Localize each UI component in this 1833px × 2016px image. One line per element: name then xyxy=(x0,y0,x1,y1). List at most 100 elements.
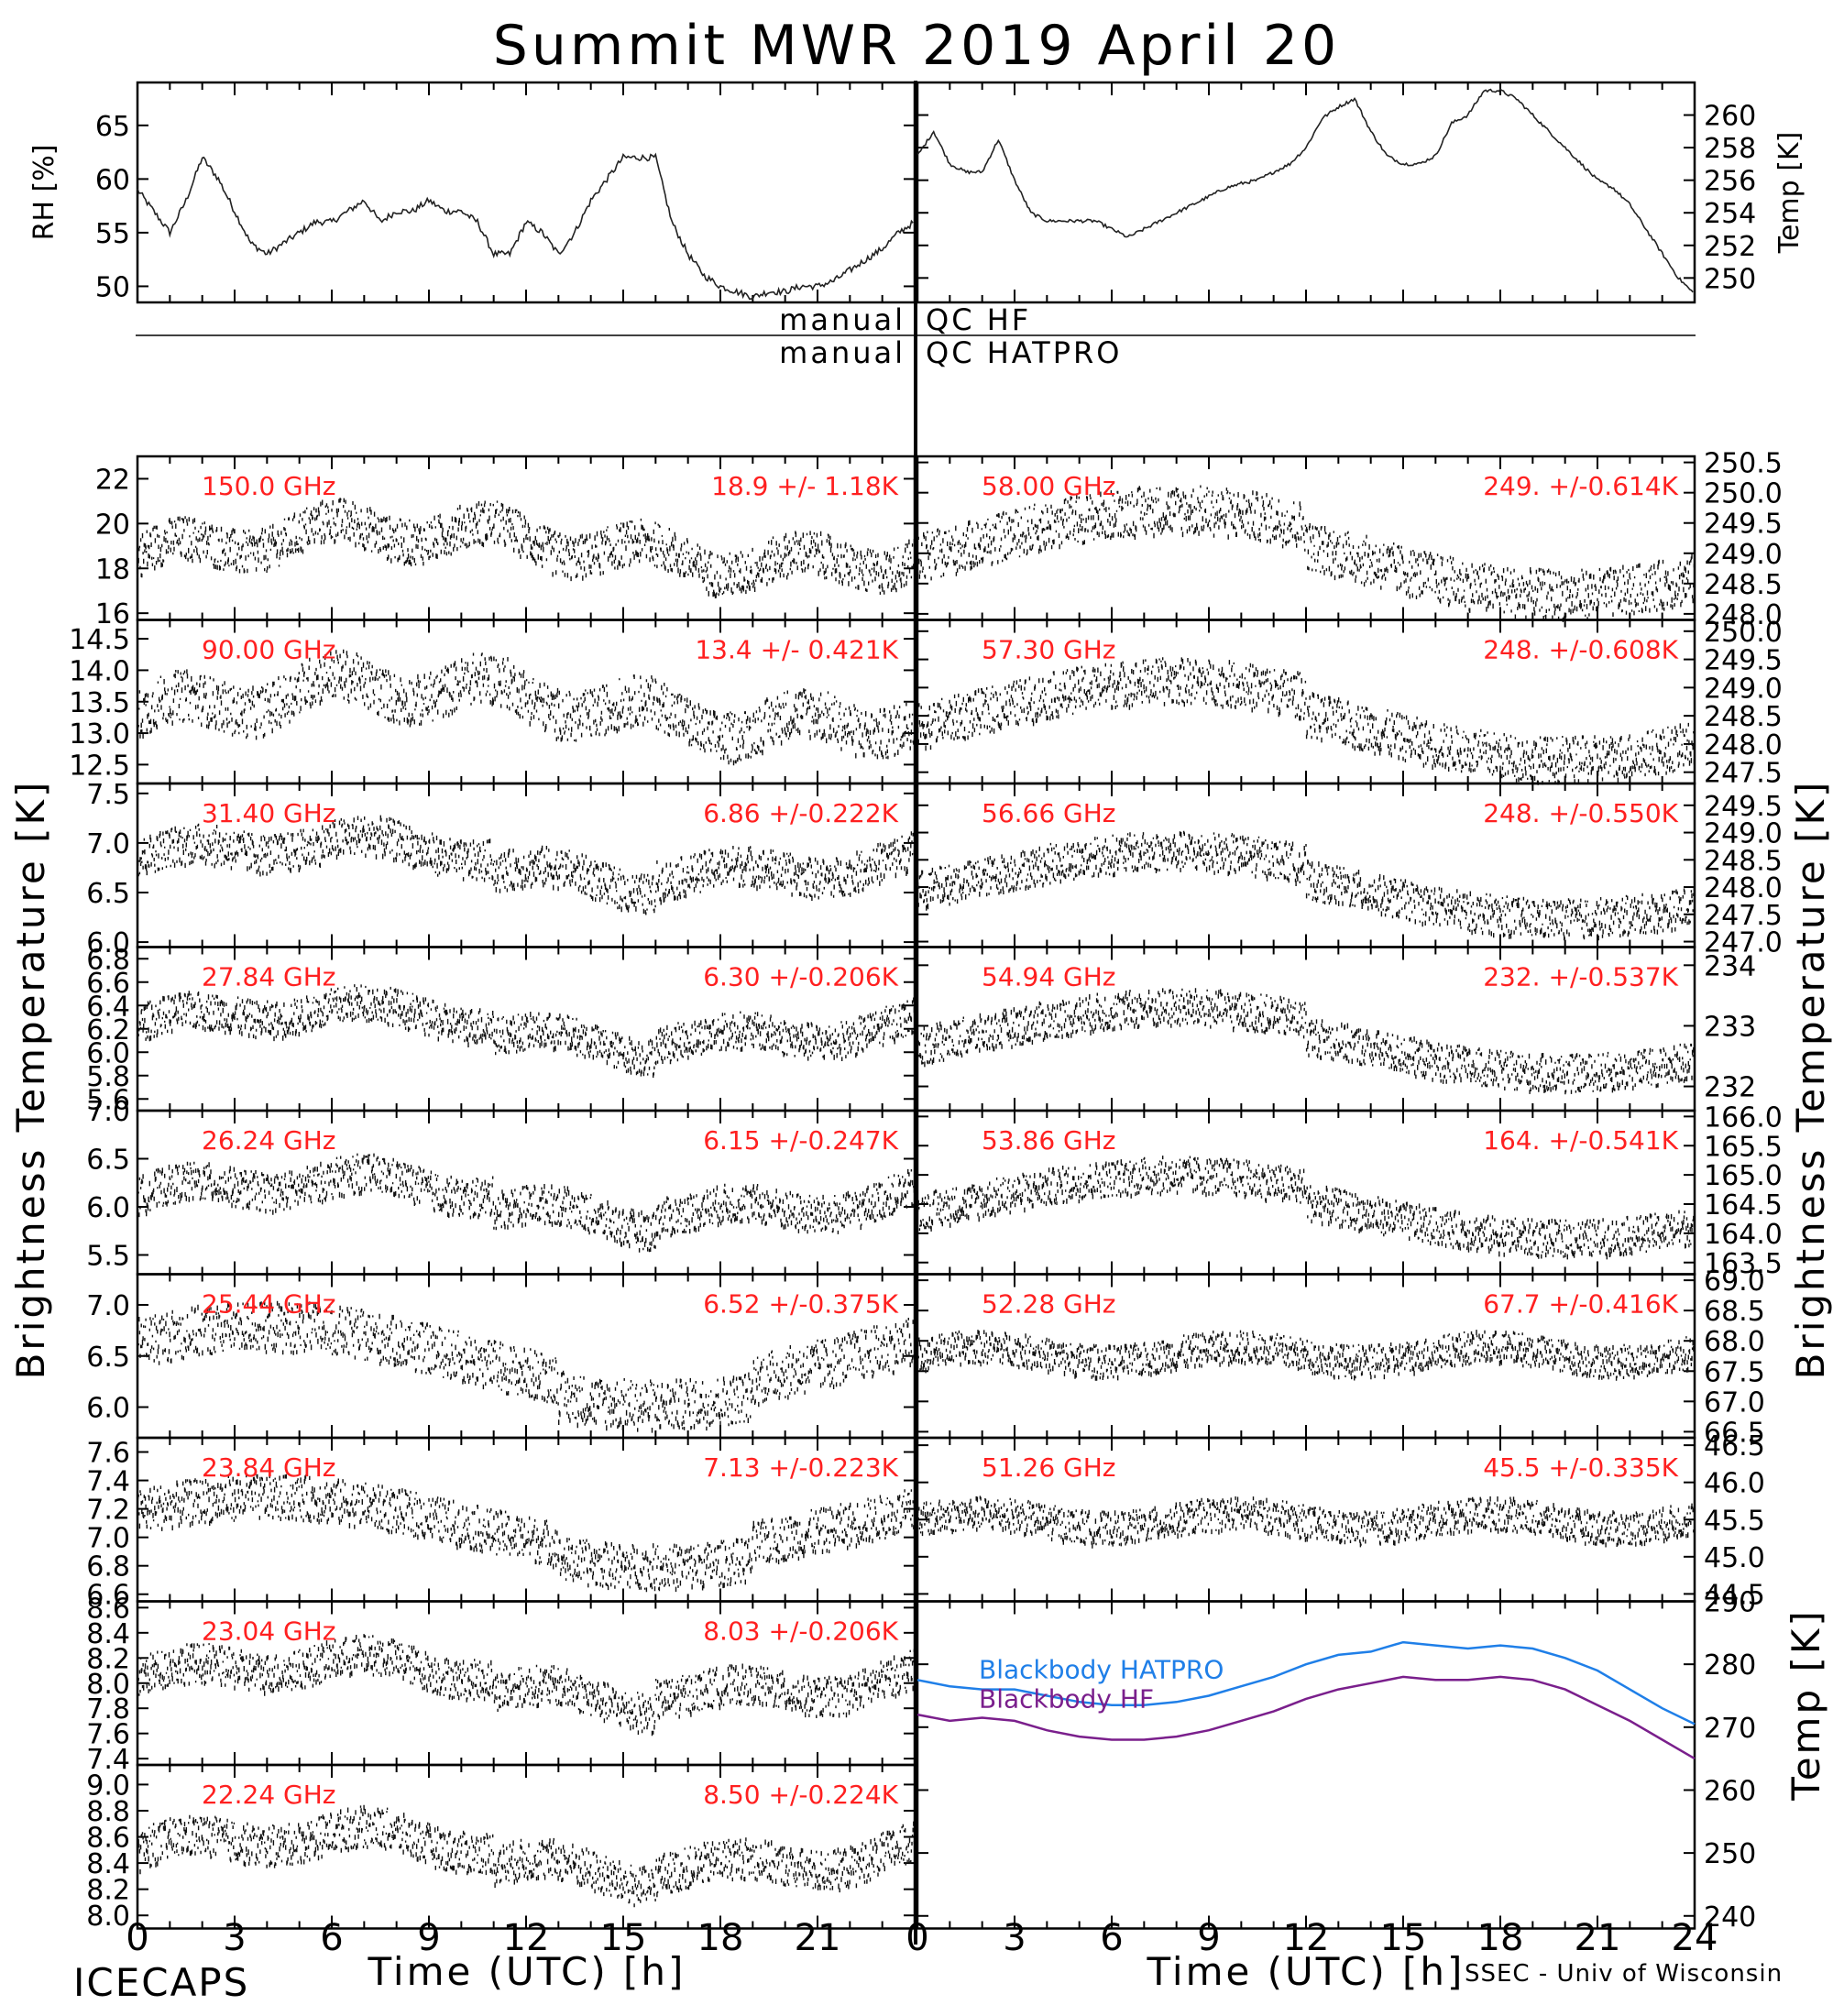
channel-panel-right-4: 232 233 234 54.94 GHz 232. +/-0.537K xyxy=(916,946,1756,1112)
footer-ssec: SSEC - Univ of Wisconsin xyxy=(1465,1960,1783,1988)
channel-panel-right-2-ytick-label: 250.0 xyxy=(1704,617,1783,649)
channel-panel-left-6-points xyxy=(137,1299,916,1433)
channel-panel-left-2-ytick-label: 14.0 xyxy=(69,655,130,687)
channel-panel-left-4-freq-label: 27.84 GHz xyxy=(202,962,336,992)
qc-label-hatpro: QC HATPRO xyxy=(926,335,1122,370)
channel-panel-left-9-ytick-label: 8.4 xyxy=(86,1848,130,1880)
met-temp-panel-ytick-label: 254 xyxy=(1704,198,1756,230)
channel-panel-left-5-stat-label: 6.15 +/-0.247K xyxy=(703,1125,898,1156)
legend-entry-1: Blackbody HF xyxy=(979,1684,1154,1715)
channel-panel-left-9-freq-label: 22.24 GHz xyxy=(202,1780,336,1810)
channel-panel-right-2-points xyxy=(916,657,1696,785)
x-tick-label-right: 24 xyxy=(1672,1917,1718,1959)
x-tick-label-right: 15 xyxy=(1380,1917,1427,1959)
channel-panel-left-7-ytick-label: 6.8 xyxy=(86,1551,130,1583)
channel-panel-right-2-ytick-label: 248.0 xyxy=(1704,729,1783,761)
channel-panel-left-6: 6.0 6.5 7.0 25.44 GHz 6.52 +/-0.375K xyxy=(86,1273,916,1440)
channel-panel-left-7-ytick-label: 7.0 xyxy=(86,1523,130,1555)
channel-panel-right-2-ytick-label: 249.5 xyxy=(1704,645,1783,677)
channel-panel-right-3-ytick-label: 249.5 xyxy=(1704,791,1783,823)
channel-panel-right-6-ytick-label: 68.0 xyxy=(1704,1326,1765,1358)
channel-panel-right-2-ytick-label: 247.5 xyxy=(1704,758,1783,790)
channel-panel-left-9-ytick-label: 8.6 xyxy=(86,1823,130,1855)
channel-panel-left-2-ytick-label: 13.0 xyxy=(69,718,130,751)
channel-panel-right-1-points xyxy=(916,485,1696,622)
channel-panel-left-8-ytick-label: 7.6 xyxy=(86,1719,130,1751)
channel-panel-left-1-stat-label: 18.9 +/- 1.18K xyxy=(711,471,898,501)
met-temp-panel-ytick-label: 256 xyxy=(1704,166,1756,198)
met-temp-panel-frame xyxy=(916,81,1696,304)
channel-panel-left-5-points xyxy=(137,1153,916,1253)
channel-panel-left-8-stat-label: 8.03 +/-0.206K xyxy=(703,1616,898,1647)
channel-panel-right-2-ytick-label: 248.5 xyxy=(1704,701,1783,733)
channel-panel-left-8-ytick-label: 8.0 xyxy=(86,1669,130,1701)
channel-panel-right-4-ytick-label: 232 xyxy=(1704,1072,1756,1104)
channel-panel-right-5-ytick-label: 165.0 xyxy=(1704,1160,1783,1192)
channel-panel-left-4-ytick-label: 5.8 xyxy=(86,1061,130,1093)
blackbody-panel: 240 250 260 270 280 290 Blackbody HATPROBlackb… xyxy=(916,1587,1828,1934)
channel-panel-right-5-points xyxy=(916,1156,1696,1260)
x-tick-label-left: 21 xyxy=(795,1917,841,1959)
legend-entry-0: Blackbody HATPRO xyxy=(979,1655,1224,1685)
channel-panel-right-3-ytick-label: 248.5 xyxy=(1704,845,1783,877)
channel-panel-left-2-ytick-label: 13.5 xyxy=(69,687,130,719)
blackbody-series-0 xyxy=(916,1640,1696,1726)
channel-panel-left-6-ytick-label: 6.5 xyxy=(86,1342,130,1374)
channel-panel-left-8-ytick-label: 8.4 xyxy=(86,1618,130,1650)
x-tick-label-right: 12 xyxy=(1283,1917,1330,1959)
channel-panel-right-4-stat-label: 232. +/-0.537K xyxy=(1483,962,1678,992)
x-tick-label-left: 0 xyxy=(126,1917,148,1959)
channel-panel-right-6-points xyxy=(916,1330,1696,1381)
channel-panel-right-4-ytick-label: 233 xyxy=(1704,1011,1756,1043)
channel-panel-left-4-ytick-label: 6.4 xyxy=(86,991,130,1023)
channel-panel-left-9-ytick-label: 9.0 xyxy=(86,1769,130,1802)
channel-panel-left-4-ytick-label: 5.6 xyxy=(86,1084,130,1116)
channel-panel-right-4-points xyxy=(916,988,1696,1095)
channel-panel-right-7-ytick-label: 45.5 xyxy=(1704,1505,1765,1537)
channel-panel-left-8-freq-label: 23.04 GHz xyxy=(202,1616,336,1647)
channel-panel-right-5-ytick-label: 166.0 xyxy=(1704,1101,1783,1134)
channel-panel-left-5-ytick-label: 6.5 xyxy=(86,1145,130,1177)
qc-label-manual-bottom: manual xyxy=(779,335,906,370)
blackbody-ylabel: Temp [K] xyxy=(1784,1608,1828,1802)
met-rh-panel-ytick-label: 60 xyxy=(95,164,130,196)
channel-panel-left-1-ytick-label: 22 xyxy=(95,464,130,496)
channel-panel-left-9-stat-label: 8.50 +/-0.224K xyxy=(703,1780,898,1810)
channel-panel-left-9: 8.08.28.48.68.89.0 22.24 GHz 8.50 +/-0.224… xyxy=(86,1763,916,1933)
channel-panel-left-5-freq-label: 26.24 GHz xyxy=(202,1125,336,1156)
channel-panel-left-8-ytick-label: 7.8 xyxy=(86,1693,130,1726)
channel-panel-left-6-ytick-label: 6.0 xyxy=(86,1393,130,1425)
footer-icecaps: ICECAPS xyxy=(73,1960,249,2005)
x-tick-label-right: 9 xyxy=(1197,1917,1220,1959)
channel-panel-left-7-ytick-label: 7.6 xyxy=(86,1438,130,1470)
channel-panel-right-3-ytick-label: 247.0 xyxy=(1704,927,1783,959)
met-temp-panel-ytick-label: 258 xyxy=(1704,133,1756,165)
channel-panel-right-6: 66.567.067.568.068.569.0 52.28 GHz 67.7 +/… xyxy=(916,1265,1765,1449)
channel-panel-left-9-points xyxy=(137,1804,916,1908)
channel-panel-left-6-freq-label: 25.44 GHz xyxy=(202,1289,336,1320)
blackbody-panel-ytick-label: 280 xyxy=(1704,1649,1756,1682)
channel-panel-left-2-ytick-label: 12.5 xyxy=(69,750,130,782)
channel-panel-right-5-ytick-label: 163.5 xyxy=(1704,1248,1783,1280)
met-temp-panel-ytick-label: 260 xyxy=(1704,101,1756,133)
channel-panel-left-2: 12.513.013.514.014.5 90.00 GHz 13.4 +/- 0.… xyxy=(69,619,916,785)
qc-label-manual-top: manual xyxy=(779,302,906,337)
met-temp-panel-ytick-label: 252 xyxy=(1704,231,1756,263)
channel-panel-right-5-ytick-label: 164.0 xyxy=(1704,1219,1783,1251)
channel-panel-right-6-ytick-label: 67.5 xyxy=(1704,1356,1765,1388)
blackbody-panel-ytick-label: 260 xyxy=(1704,1775,1756,1807)
x-tick-label-right: 18 xyxy=(1477,1917,1524,1959)
channel-panel-left-1-ytick-label: 16 xyxy=(95,598,130,630)
channel-panel-left-2-freq-label: 90.00 GHz xyxy=(202,635,336,665)
channel-panel-left-5-ytick-label: 6.0 xyxy=(86,1192,130,1224)
channel-panel-left-5-ytick-label: 7.0 xyxy=(86,1096,130,1128)
channel-panel-right-7-ytick-label: 45.0 xyxy=(1704,1542,1765,1574)
channel-panel-left-1-points xyxy=(137,498,916,598)
channel-panel-left-6-stat-label: 6.52 +/-0.375K xyxy=(703,1289,898,1320)
channel-panel-right-5-stat-label: 164. +/-0.541K xyxy=(1483,1125,1678,1156)
x-axis-label-left: Time (UTC) [h] xyxy=(368,1949,686,1994)
x-axis-label-right: Time (UTC) [h] xyxy=(1147,1949,1465,1994)
